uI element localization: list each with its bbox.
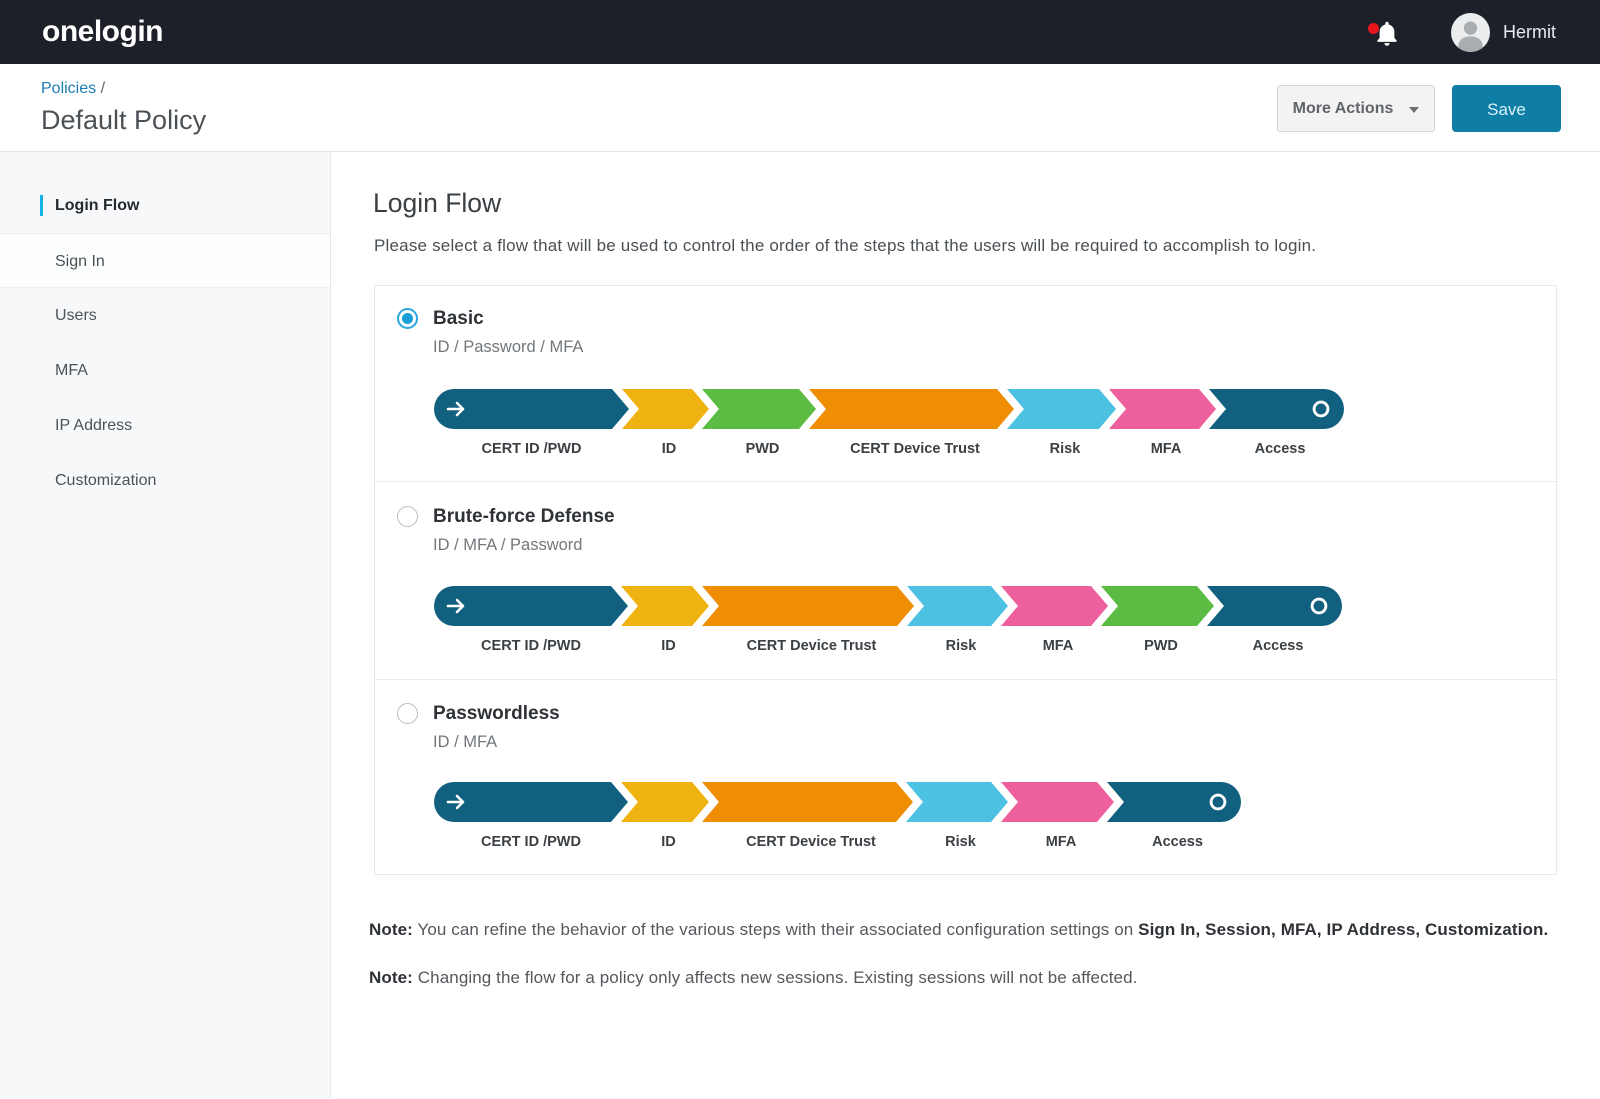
svg-text:MFA: MFA [1046, 834, 1077, 850]
svg-text:Risk: Risk [945, 834, 977, 850]
svg-text:Risk: Risk [1050, 441, 1082, 457]
svg-text:CERT ID /PWD: CERT ID /PWD [481, 638, 581, 654]
svg-text:CERT Device Trust: CERT Device Trust [747, 638, 877, 654]
svg-text:ID: ID [661, 638, 676, 654]
svg-text:Access: Access [1255, 441, 1306, 457]
svg-text:Access: Access [1253, 638, 1304, 654]
svg-text:PWD: PWD [1144, 638, 1178, 654]
svg-text:MFA: MFA [1151, 441, 1182, 457]
svg-text:Access: Access [1152, 834, 1203, 850]
svg-text:ID: ID [661, 834, 676, 850]
svg-text:MFA: MFA [1043, 638, 1074, 654]
svg-text:ID: ID [662, 441, 677, 457]
svg-text:CERT Device Trust: CERT Device Trust [746, 834, 876, 850]
svg-text:CERT Device Trust: CERT Device Trust [850, 441, 980, 457]
svg-text:CERT ID /PWD: CERT ID /PWD [482, 441, 582, 457]
svg-text:CERT ID /PWD: CERT ID /PWD [481, 834, 581, 850]
svg-text:Risk: Risk [946, 638, 978, 654]
svg-text:PWD: PWD [746, 441, 780, 457]
